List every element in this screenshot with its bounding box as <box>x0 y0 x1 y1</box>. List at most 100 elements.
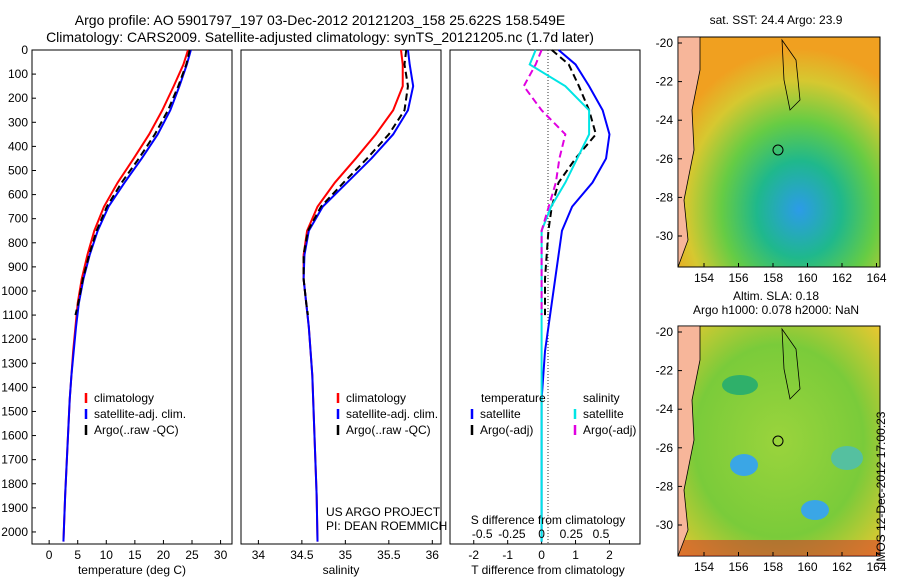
sla-eddy <box>831 446 863 470</box>
depth-tick-label: 1500 <box>1 404 28 418</box>
depth-tick-label: 1200 <box>1 332 28 346</box>
t-diff-tick-label: -1 <box>502 548 513 562</box>
depth-tick-label: 200 <box>8 91 28 105</box>
salinity-plot-frame <box>240 49 442 545</box>
depth-tick-label: 600 <box>8 188 28 202</box>
depth-tick-label: 1800 <box>1 477 28 491</box>
legend-salinity-header: salinity <box>583 391 620 405</box>
salinity-legend-climatology: climatology <box>346 391 406 405</box>
depth-tick-label: 700 <box>8 212 28 226</box>
lon-tick-label: 154 <box>694 560 714 574</box>
lat-tick-label: -22 <box>656 75 674 89</box>
s-diff-tick-label: -0.5 <box>472 527 493 541</box>
temperature-legend-climatology: climatology <box>94 391 154 405</box>
imos-timestamp: IMOS 12-Dec-2012 17:00:23 <box>874 411 888 565</box>
salinity-panel: 34 34.5 35 35.5 36 salinity climatology sate… <box>240 49 447 577</box>
depth-tick-label: 1000 <box>1 284 28 298</box>
depth-tick-label: 500 <box>8 163 28 177</box>
x-tick-label: 20 <box>157 548 171 562</box>
title-line-2: Climatology: CARS2009. Satellite-adjuste… <box>46 29 594 45</box>
lon-tick-label: 164 <box>866 560 886 574</box>
depth-tick-label: 800 <box>8 236 28 250</box>
lon-tick-label: 162 <box>832 560 852 574</box>
t-diff-tick-label: -2 <box>468 548 479 562</box>
sst-field <box>677 36 881 268</box>
lon-tick-label: 154 <box>694 271 714 285</box>
sla-map-ticks: 154 156 158 160 162 164 -20 -22 -24 -26 -28 -30 <box>656 325 887 574</box>
legend-s-satellite: satellite <box>583 407 624 421</box>
x-tick-label: 30 <box>214 548 228 562</box>
argo-position-marker <box>772 144 784 156</box>
depth-tick-label: 1100 <box>2 308 28 322</box>
x-tick-label: 34.5 <box>290 548 314 562</box>
sla-eddy <box>801 500 829 520</box>
sst-map-title: sat. SST: 24.4 Argo: 23.9 <box>710 13 843 27</box>
salinity-profiles <box>302 49 415 542</box>
reef-outline <box>781 327 801 400</box>
lat-tick-label: -30 <box>656 518 674 532</box>
lat-tick-label: -24 <box>656 402 674 416</box>
salinity-legend-argo: Argo(..raw -QC) <box>346 423 431 437</box>
lat-tick-label: -20 <box>656 36 674 50</box>
pi-note: PI: DEAN ROEMMICH <box>326 519 447 533</box>
lon-tick-label: 158 <box>763 271 783 285</box>
difference-profiles <box>522 49 611 542</box>
depth-tick-label: 400 <box>8 139 28 153</box>
temperature-panel: 0100200300400500600700800900100011001200… <box>1 43 233 577</box>
depth-tick-label: 0 <box>21 43 28 57</box>
lat-tick-label: -20 <box>656 325 674 339</box>
title-line-1: Argo profile: AO 5901797_197 03-Dec-2012… <box>74 12 566 28</box>
lat-tick-label: -30 <box>656 229 674 243</box>
lat-tick-label: -22 <box>656 364 674 378</box>
depth-tick-label: 1700 <box>1 453 28 467</box>
sla-map: Altim. SLA: 0.18 Argo h1000: 0.078 h2000… <box>656 289 887 574</box>
temperature-legend: climatology satellite-adj. clim. Argo(..… <box>84 391 186 437</box>
depth-tick-label: 1300 <box>1 356 28 370</box>
legend-t-satellite: satellite <box>480 407 521 421</box>
depth-tick-label: 1900 <box>1 501 28 515</box>
salinity-legend-satellite: satellite-adj. clim. <box>346 407 438 421</box>
difference-series-line <box>544 49 597 316</box>
sla-map-title-1: Altim. SLA: 0.18 <box>733 289 819 303</box>
sst-map-ticks: 154 156 158 160 162 164 -20 -22 -24 -26 -28 -30 <box>656 36 887 285</box>
temperature-profiles <box>62 49 192 542</box>
difference-panel: -2 -1 0 1 2 temperature salinity satellite A… <box>449 49 641 577</box>
lon-tick-label: 164 <box>866 271 886 285</box>
depth-tick-label: 1400 <box>1 380 28 394</box>
s-diff-tick-label: 0.25 <box>560 527 584 541</box>
x-tick-label: 34 <box>252 548 266 562</box>
project-note: US ARGO PROJECT <box>326 505 441 519</box>
t-diff-tick-label: 2 <box>606 548 613 562</box>
argo-position-marker <box>772 435 784 447</box>
sst-map: sat. SST: 24.4 Argo: 23.9 154 156 158 160 16… <box>656 13 887 285</box>
reef-outline <box>781 38 801 111</box>
depth-tick-label: 100 <box>8 67 28 81</box>
depth-tick-label: 2000 <box>1 525 28 539</box>
sla-map-title-2: Argo h1000: 0.078 h2000: NaN <box>693 303 859 317</box>
salinity-xlabel: salinity <box>323 563 360 577</box>
s-diff-tick-label: 0.5 <box>593 527 610 541</box>
salinity-legend: climatology satellite-adj. clim. Argo(..… <box>336 391 438 437</box>
lon-tick-label: 160 <box>797 560 817 574</box>
difference-series-line <box>528 49 591 542</box>
sla-eddy <box>722 375 758 395</box>
s-diff-tick-label: -0.25 <box>498 527 526 541</box>
x-tick-label: 5 <box>74 548 81 562</box>
lat-tick-label: -26 <box>656 152 674 166</box>
x-tick-label: 35.5 <box>377 548 401 562</box>
temperature-depth-ticks: 0 100 200 300 400 500 600 700 800 900 1000 1100 1200… <box>1 43 36 539</box>
series-line <box>74 49 191 316</box>
lon-tick-label: 160 <box>797 271 817 285</box>
sla-field <box>677 325 881 557</box>
x-tick-label: 36 <box>426 548 440 562</box>
lat-tick-label: -26 <box>656 441 674 455</box>
lat-tick-label: -28 <box>656 479 674 493</box>
lon-tick-label: 156 <box>728 560 748 574</box>
temperature-xlabel: temperature (deg C) <box>78 563 186 577</box>
s-difference-label: S difference from climatology <box>471 513 626 527</box>
s-diff-tick-label: 0 <box>538 527 545 541</box>
difference-legend: temperature salinity satellite Argo(-adj… <box>470 391 636 437</box>
t-diff-tick-label: 1 <box>572 548 579 562</box>
depth-tick-label: 900 <box>8 260 28 274</box>
legend-temperature-header: temperature <box>481 391 546 405</box>
